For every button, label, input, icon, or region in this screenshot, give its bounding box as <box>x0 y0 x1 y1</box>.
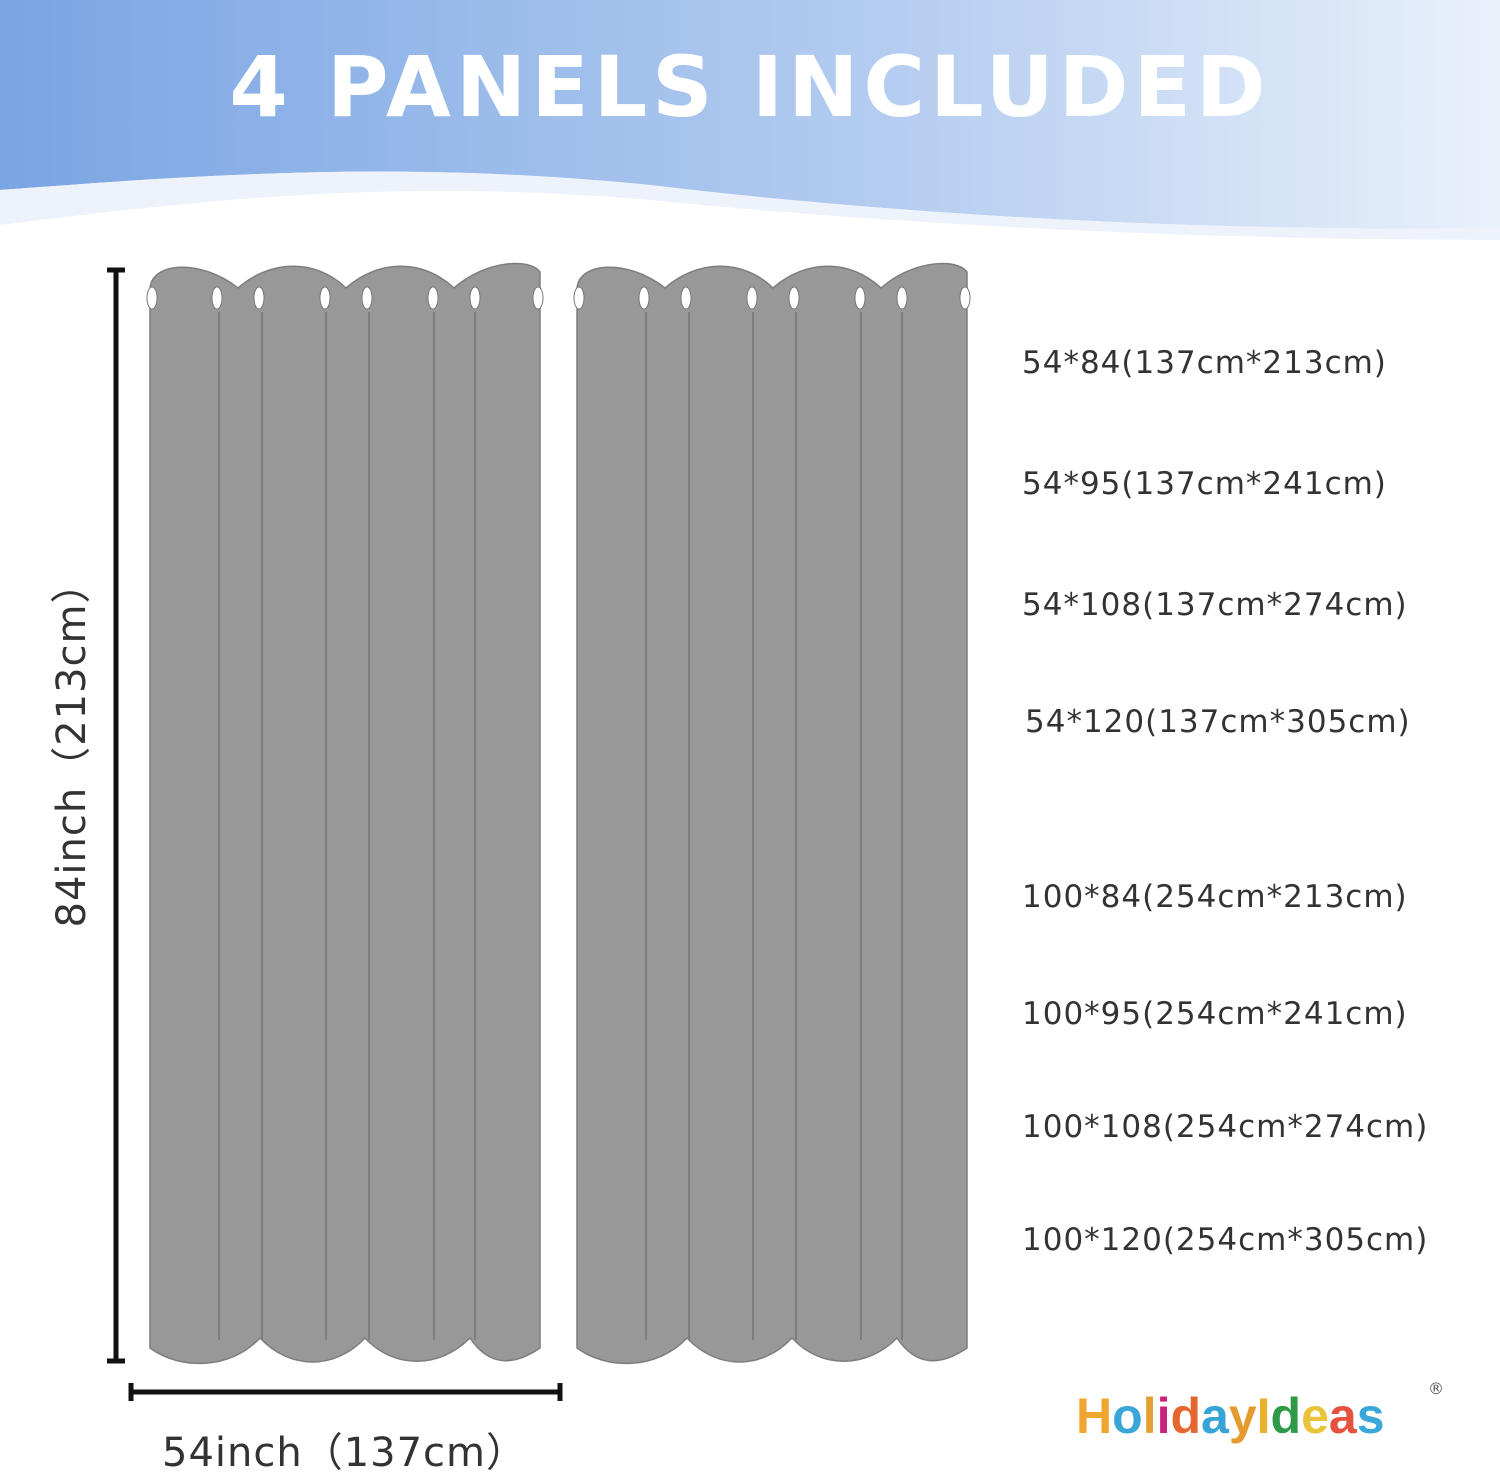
logo-letter: y <box>1228 1388 1257 1444</box>
logo-letter: e <box>1301 1388 1329 1444</box>
logo-letter: d <box>1270 1388 1302 1444</box>
brand-logo: HolidayIdeas <box>1076 1388 1385 1444</box>
size-option: 100*120(254cm*305cm) <box>1022 1222 1429 1258</box>
size-option: 54*95(137cm*241cm) <box>1022 466 1387 502</box>
logo-letter: s <box>1356 1388 1385 1444</box>
curtain-panel <box>576 262 968 1365</box>
grommet <box>854 286 866 310</box>
logo-letter: d <box>1170 1388 1202 1444</box>
grommet <box>361 286 373 310</box>
grommet <box>532 286 544 310</box>
grommet <box>146 286 158 310</box>
curtain-panel <box>149 262 541 1365</box>
page-title: 4 PANELS INCLUDED <box>229 38 1271 136</box>
grommet <box>959 286 971 310</box>
size-option: 54*84(137cm*213cm) <box>1022 345 1387 381</box>
size-option: 100*95(254cm*241cm) <box>1022 996 1408 1032</box>
size-option: 100*84(254cm*213cm) <box>1022 879 1408 915</box>
registered-mark: ® <box>1428 1379 1444 1398</box>
grommet <box>788 286 800 310</box>
grommet <box>469 286 481 310</box>
logo-letter: I <box>1256 1388 1271 1444</box>
size-option: 54*108(137cm*274cm) <box>1022 587 1408 623</box>
grommet <box>680 286 692 310</box>
logo-letter: H <box>1076 1388 1113 1444</box>
grommet <box>896 286 908 310</box>
logo-letter: l <box>1142 1388 1157 1444</box>
size-option: 100*108(254cm*274cm) <box>1022 1109 1429 1145</box>
logo-letter: a <box>1328 1388 1357 1444</box>
logo-letter: o <box>1112 1388 1143 1444</box>
grommet <box>638 286 650 310</box>
grommet <box>319 286 331 310</box>
logo-letter: a <box>1201 1388 1229 1444</box>
grommet <box>427 286 439 310</box>
grommet <box>253 286 265 310</box>
height-label: 84inch（213cm） <box>49 562 95 928</box>
size-option: 54*120(137cm*305cm) <box>1025 704 1411 740</box>
grommet <box>211 286 223 310</box>
header-banner <box>0 0 1500 240</box>
width-label: 54inch（137cm） <box>162 1430 528 1476</box>
logo-letter: i <box>1156 1388 1171 1444</box>
grommet <box>573 286 585 310</box>
grommet <box>746 286 758 310</box>
